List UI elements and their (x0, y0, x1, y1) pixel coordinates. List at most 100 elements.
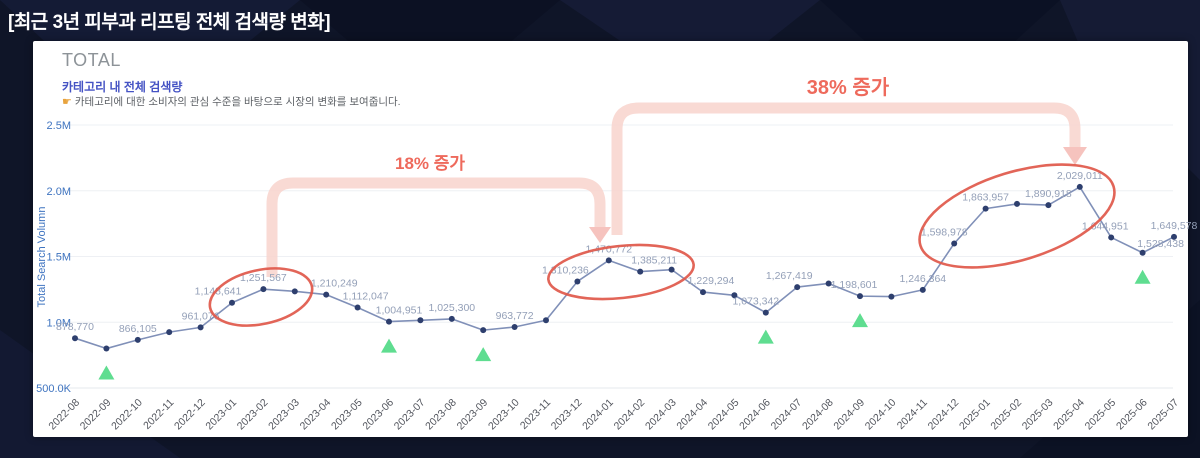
growth-triangle-icon (98, 365, 115, 380)
growth-triangle-icon (475, 347, 492, 362)
data-point (1014, 200, 1020, 207)
data-point (448, 315, 455, 322)
data-point-label: 1,148,641 (195, 286, 242, 298)
data-point (354, 304, 361, 311)
data-point (794, 284, 801, 291)
data-point-label: 1,073,342 (732, 296, 779, 308)
data-point (480, 327, 487, 334)
data-point (1108, 234, 1115, 241)
data-point (511, 324, 518, 331)
x-tick-label: 2025-02 (988, 397, 1024, 433)
x-tick-label: 2025-03 (1020, 397, 1056, 433)
y-axis-labels: 2.5M 2.0M 1.5M 1.0M 500.0K (36, 120, 72, 395)
x-tick-label: 2023-07 (392, 397, 428, 433)
data-point-label: 1,890,918 (1025, 188, 1072, 200)
data-point (982, 205, 989, 212)
page-title: [최근 3년 피부과 리프팅 전체 검색량 변화] (8, 12, 331, 33)
data-point (700, 289, 706, 296)
y-tick-label: 500.0K (36, 383, 72, 395)
x-tick-label: 2024-10 (863, 397, 899, 433)
x-tick-label: 2023-10 (486, 397, 522, 433)
x-tick-label: 2023-09 (455, 397, 491, 433)
x-tick-label: 2024-06 (737, 397, 773, 433)
data-point-label: 1,210,249 (311, 278, 358, 290)
data-point-label: 866,105 (119, 323, 157, 335)
x-tick-label: 2024-01 (580, 397, 616, 433)
data-point-label: 963,772 (496, 310, 534, 322)
x-tick-label: 2025-04 (1051, 397, 1087, 433)
data-point (951, 240, 958, 247)
data-point-label: 1,229,294 (688, 275, 735, 287)
data-point (888, 293, 895, 300)
x-tick-label: 2022-09 (78, 397, 114, 433)
x-tick-label: 2022-08 (46, 397, 82, 433)
header: [최근 3년 피부과 리프팅 전체 검색량 변화] (8, 7, 331, 34)
growth-triangle-icon (381, 338, 397, 353)
data-point-label: 1,004,951 (376, 305, 423, 317)
x-tick-label: 2024-03 (643, 397, 679, 433)
data-point-label: 878,770 (56, 321, 94, 333)
x-tick-label: 2023-06 (360, 397, 396, 433)
x-tick-label: 2022-12 (172, 397, 208, 433)
y-axis-title: Total Search Volumn (36, 207, 48, 308)
arrow-head (589, 227, 611, 243)
x-tick-label: 2025-07 (1145, 397, 1181, 433)
x-tick-label: 2023-01 (203, 397, 239, 433)
x-tick-label: 2023-03 (266, 397, 302, 433)
data-point (1076, 183, 1083, 190)
data-point-label: 1,385,211 (631, 255, 677, 267)
highlight-ellipse (547, 243, 695, 301)
data-point-label: 1,025,300 (428, 302, 475, 314)
data-point (1045, 202, 1052, 209)
data-point (668, 266, 675, 273)
data-point (291, 288, 298, 295)
data-point-label: 1,251,567 (240, 272, 287, 284)
data-point (229, 299, 235, 306)
data-point-label: 961,076 (182, 310, 220, 322)
data-point (919, 286, 926, 293)
x-tick-label: 2023-08 (423, 397, 459, 433)
data-point (1171, 233, 1177, 240)
data-point (103, 345, 110, 352)
data-point (260, 286, 267, 293)
data-point (323, 291, 330, 298)
data-point-label: 1,246,364 (899, 273, 946, 285)
x-tick-label: 2024-07 (769, 397, 805, 433)
y-tick-label: 2.0M (47, 186, 71, 198)
series-line (74, 186, 1175, 350)
x-tick-label: 2023-11 (518, 397, 553, 432)
increase-percent-label: 18% 증가 (395, 154, 465, 173)
card-description: ☛ 카테고리에 대한 소비자의 관심 수준을 바탕으로 시장의 변화를 보여줍니다… (62, 94, 401, 109)
y-tick-label: 2.5M (47, 120, 71, 132)
growth-triangle-icon (757, 329, 774, 344)
x-tick-label: 2022-10 (109, 397, 145, 433)
increase-arrow (266, 177, 606, 277)
data-point-label: 1,267,419 (766, 270, 813, 282)
growth-triangle-icon (1134, 269, 1151, 284)
data-point (417, 317, 424, 324)
data-labels: 878,770 866,105 961,076 1,148,641 1,251,567 1… (56, 170, 1197, 335)
data-point (1139, 249, 1146, 256)
data-point-label: 1,112,047 (343, 291, 389, 303)
increase-arrow (611, 102, 1081, 235)
x-tick-label: 2024-04 (674, 397, 710, 433)
x-tick-label: 2023-12 (549, 397, 585, 433)
x-tick-label: 2025-06 (1114, 397, 1150, 433)
data-point-label: 1,649,578 (1151, 220, 1198, 232)
annotation-labels: 18% 증가 38% 증가 (395, 76, 890, 173)
growth-triangles (98, 269, 1151, 380)
x-tick-label: 2022-11 (141, 397, 176, 432)
x-tick-label: 2023-05 (329, 397, 365, 433)
content-card: TOTAL 카테고리 내 전체 검색량 ☛ 카테고리에 대한 소비자의 관심 수준… (33, 41, 1198, 437)
x-tick-label: 2025-01 (957, 397, 993, 433)
data-point (637, 268, 644, 275)
arrow-head (1063, 147, 1087, 165)
data-point (72, 335, 78, 342)
x-tick-label: 2024-09 (831, 397, 867, 433)
data-point-label: 1,198,601 (831, 279, 878, 291)
line-chart: 2.5M 2.0M 1.5M 1.0M 500.0K Total Search Volum… (36, 76, 1198, 433)
data-point (857, 293, 863, 300)
x-tick-label: 2024-11 (895, 397, 930, 432)
data-point (762, 309, 769, 316)
growth-arrows (266, 102, 1087, 277)
